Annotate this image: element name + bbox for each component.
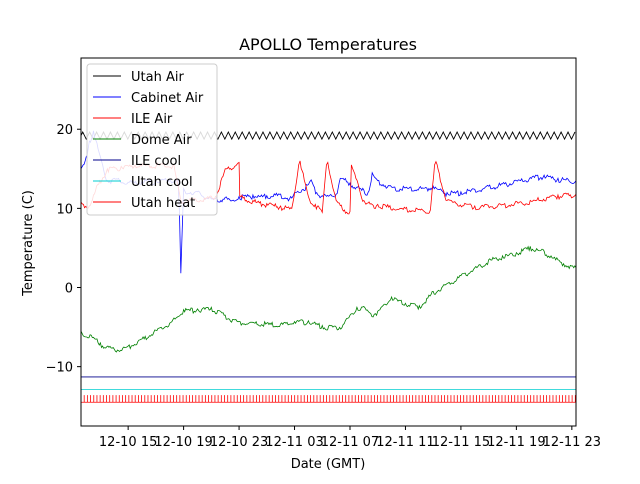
x-tick-label: 12-11 11	[376, 435, 434, 450]
legend-label-cabinet-air: Cabinet Air	[131, 91, 204, 106]
x-tick-label: 12-10 19	[154, 435, 212, 450]
x-tick-label: 12-11 03	[265, 435, 323, 450]
y-tick-label: 10	[56, 202, 73, 217]
legend-box	[86, 63, 218, 216]
y-axis-label: Temperature (C)	[21, 190, 36, 297]
legend-label-utah-heat: Utah heat	[131, 196, 195, 211]
y-tick-label: 20	[56, 123, 73, 138]
x-tick-label: 12-11 15	[432, 435, 490, 450]
y-tick-label: 0	[65, 282, 73, 297]
legend-label-ile-cool: ILE cool	[131, 154, 181, 169]
x-tick-label: 12-11 23	[543, 435, 601, 450]
legend-label-utah-cool: Utah cool	[131, 175, 193, 190]
x-tick-label: 12-10 15	[99, 435, 157, 450]
x-tick-label: 12-11 19	[487, 435, 545, 450]
legend-label-ile-air: ILE Air	[131, 112, 173, 127]
legend: Utah Air Cabinet Air ILE Air Dome Air ILE co…	[86, 63, 218, 216]
legend-label-utah-air: Utah Air	[131, 70, 184, 85]
legend-label-dome-air: Dome Air	[131, 133, 192, 148]
series-line-dome-air	[81, 245, 576, 353]
x-tick-label: 12-11 07	[321, 435, 379, 450]
x-tick-label: 12-10 23	[210, 435, 268, 450]
series-line-utah-heat	[81, 395, 576, 403]
x-axis-label: Date (GMT)	[291, 457, 366, 472]
y-tick-label: −10	[46, 361, 73, 376]
plot-frame	[80, 57, 577, 427]
chart-title: APOLLO Temperatures	[239, 35, 417, 54]
